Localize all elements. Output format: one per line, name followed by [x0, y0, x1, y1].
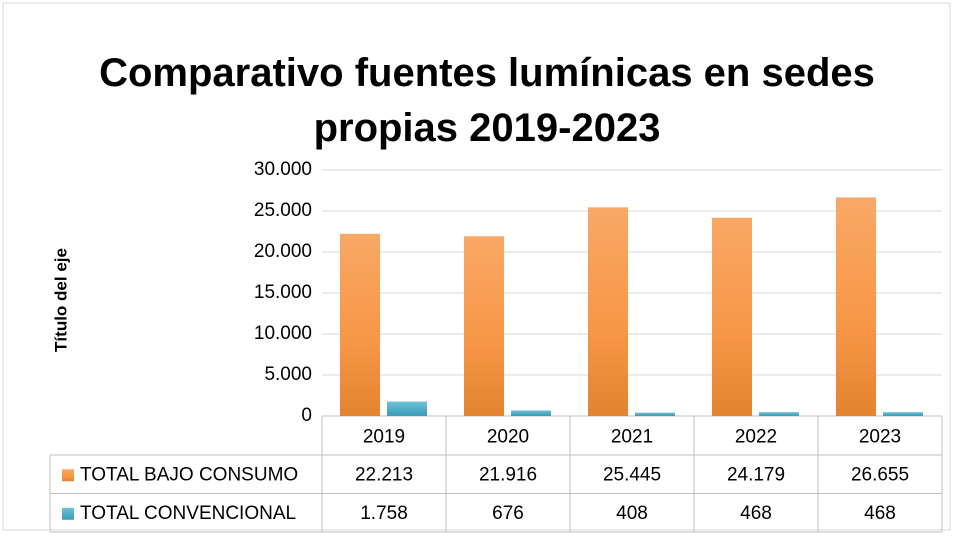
bar [836, 197, 876, 416]
y-tick-label: 15.000 [254, 282, 312, 303]
bar [387, 401, 427, 416]
bar [883, 412, 923, 416]
table-value: 468 [864, 503, 896, 524]
table-value: 24.179 [727, 464, 785, 485]
y-tick-label: 0 [301, 405, 312, 426]
legend-label: TOTAL BAJO CONSUMO [80, 464, 298, 485]
table-value: 25.445 [603, 464, 661, 485]
table-value: 408 [616, 503, 648, 524]
chart-title: Comparativo fuentes lumínicas en sedes pr… [99, 51, 875, 150]
x-tick-label: 2022 [735, 427, 777, 448]
bar [464, 236, 504, 416]
bar [635, 412, 675, 416]
legend-swatch [62, 507, 74, 520]
bar [712, 217, 752, 416]
x-tick-label: 2021 [611, 427, 653, 448]
legend-swatch [62, 469, 74, 482]
x-tick-label: 2020 [487, 427, 529, 448]
bar [511, 410, 551, 416]
y-tick-label: 10.000 [254, 323, 312, 344]
table-value: 468 [740, 503, 772, 524]
bar [759, 412, 799, 416]
table-value: 26.655 [851, 464, 909, 485]
y-tick-label: 25.000 [254, 200, 312, 221]
bar [588, 207, 628, 416]
x-tick-label: 2023 [859, 427, 901, 448]
y-axis-label: Título del eje [51, 248, 70, 352]
x-tick-label: 2019 [363, 427, 405, 448]
bar [340, 233, 380, 416]
y-tick-label: 30.000 [254, 159, 312, 180]
legend-label: TOTAL CONVENCIONAL [80, 503, 296, 524]
table-value: 676 [492, 503, 524, 524]
table-value: 21.916 [479, 464, 537, 485]
y-tick-label: 20.000 [254, 241, 312, 262]
y-tick-label: 5.000 [264, 364, 312, 385]
table-value: 1.758 [360, 503, 408, 524]
table-value: 22.213 [355, 464, 413, 485]
